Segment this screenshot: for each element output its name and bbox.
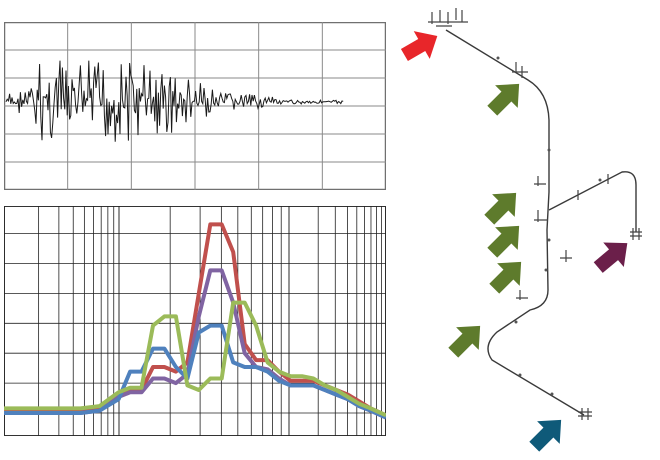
anchor-branch-end — [630, 228, 642, 240]
spectrum-series — [4, 222, 386, 420]
node — [547, 238, 551, 242]
load-arrow-green-5 — [448, 325, 481, 358]
node — [496, 56, 500, 60]
pipe-route — [445, 29, 637, 416]
spectrum-series-line-4 — [4, 300, 386, 418]
load-arrow-green-1 — [487, 83, 520, 116]
support-branch — [577, 174, 609, 200]
pipe-supports — [428, 8, 642, 420]
load-arrow-green-4 — [489, 261, 522, 294]
seismogram-panel — [4, 22, 386, 190]
seismogram-trace — [5, 60, 344, 142]
node — [550, 392, 554, 396]
support-mid-1 — [534, 176, 546, 186]
node — [598, 178, 602, 182]
spectrum-series-line-3 — [4, 323, 386, 420]
load-arrow-teal — [529, 419, 562, 452]
support-lower — [516, 290, 528, 300]
node — [514, 320, 518, 324]
load-arrow-green-2 — [484, 192, 517, 225]
load-arrow-red — [400, 31, 438, 62]
load-arrows — [400, 31, 628, 452]
load-arrow-green-3 — [487, 225, 520, 258]
pipe-branch — [548, 171, 637, 232]
seismogram-grid — [4, 22, 386, 190]
support-top — [428, 8, 468, 27]
response-spectrum-chart — [4, 206, 386, 436]
pipe-nodes — [496, 56, 602, 396]
node — [518, 373, 522, 377]
spectrum-grid — [4, 206, 386, 436]
support-mid-2 — [534, 210, 548, 222]
node — [544, 268, 548, 272]
pipe-main-run — [445, 29, 585, 416]
piping-isometric — [400, 8, 642, 452]
anchor-bottom-end — [578, 408, 592, 420]
node — [547, 148, 551, 152]
support-upper — [512, 62, 528, 78]
load-arrow-purple — [593, 242, 628, 273]
support-mid-3 — [560, 250, 572, 262]
